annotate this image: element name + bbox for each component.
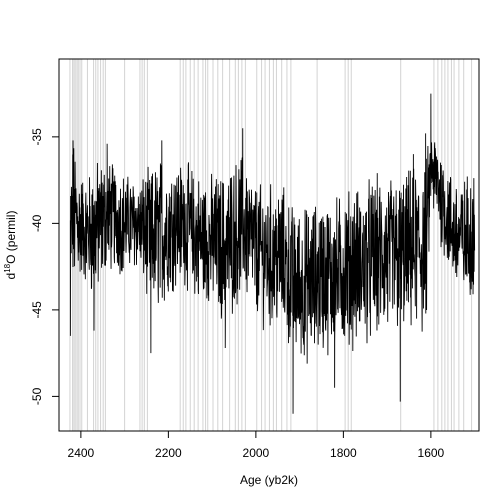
x-tick-label: 2400 [68, 446, 95, 460]
y-tick-label: -45 [30, 301, 44, 319]
series-line [70, 94, 474, 414]
y-tick-label: -35 [30, 128, 44, 146]
x-axis-title: Age (yb2k) [240, 473, 298, 487]
x-tick-label: 1600 [418, 446, 445, 460]
y-axis: -35 -40 -45 -50 [30, 128, 59, 405]
y-axis-title-prefix: d [4, 273, 18, 280]
y-tick-label: -40 [30, 214, 44, 232]
series-layer [70, 94, 474, 414]
x-tick-label: 2000 [243, 446, 270, 460]
y-axis-title-suffix: O (permil) [4, 211, 18, 264]
y-axis-title: d18O (permil) [3, 211, 18, 280]
x-tick-label: 2200 [155, 446, 182, 460]
y-tick-label: -50 [30, 387, 44, 405]
x-axis: 2400 2200 2000 1800 1600 [68, 431, 445, 460]
x-tick-label: 1800 [330, 446, 357, 460]
